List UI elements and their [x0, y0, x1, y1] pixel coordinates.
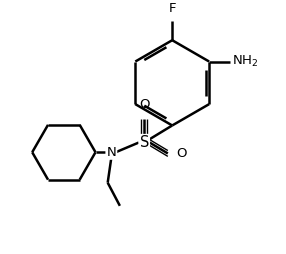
Text: O: O	[139, 98, 150, 111]
Text: NH$_2$: NH$_2$	[232, 54, 259, 69]
Text: F: F	[168, 2, 176, 15]
Text: N: N	[106, 146, 116, 159]
Text: O: O	[177, 147, 187, 160]
Text: S: S	[140, 135, 149, 150]
